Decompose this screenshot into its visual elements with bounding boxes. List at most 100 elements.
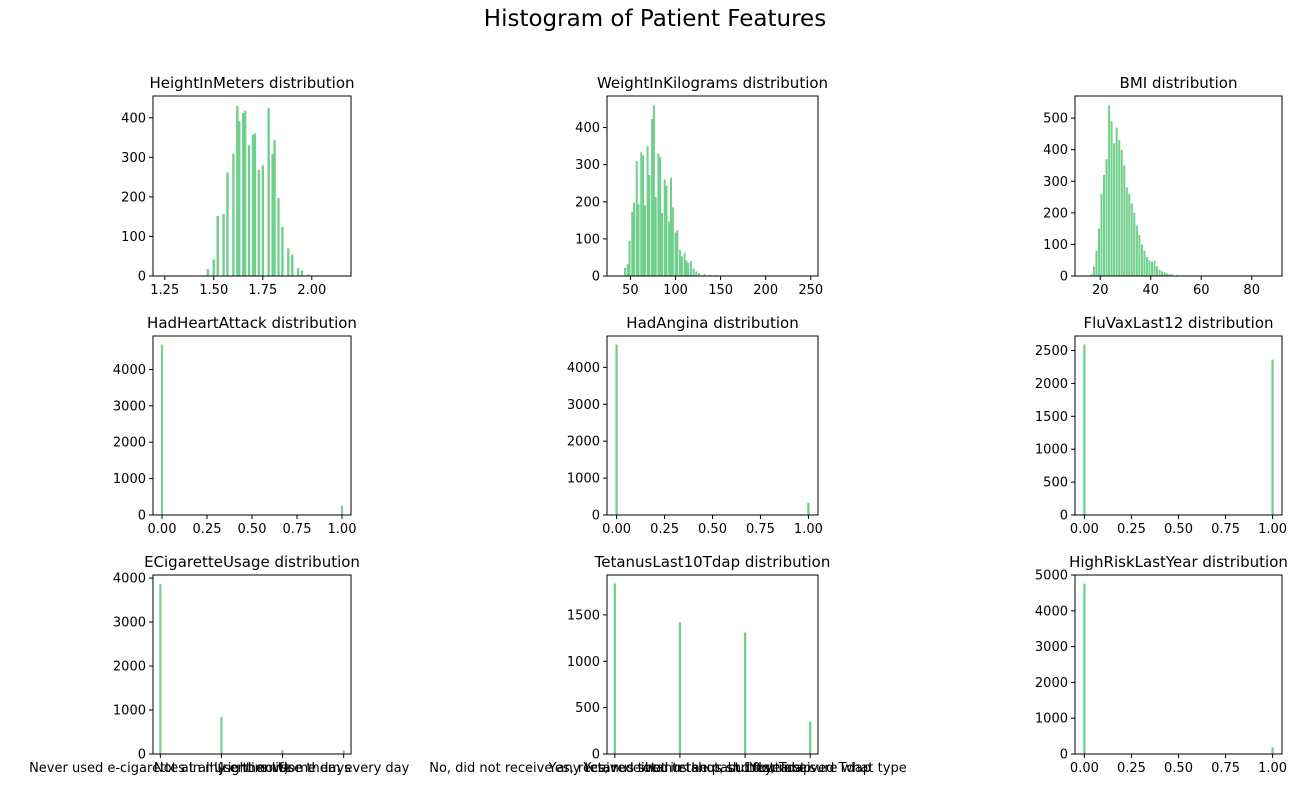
- y-tick-label: 3000: [567, 398, 600, 413]
- x-tick-label: 100: [663, 283, 688, 298]
- histogram-bar: [1128, 193, 1131, 276]
- y-tick-label: 400: [575, 121, 600, 136]
- histogram-bar: [648, 175, 651, 276]
- subplot-2: WeightInKilograms distribution 0 100 200 300…: [575, 74, 828, 298]
- subplot-7: ECigaretteUsage distribution 0 1000 2000 300…: [29, 553, 410, 776]
- axes-frame: [1074, 574, 1283, 755]
- histogram-bar: [661, 212, 664, 276]
- x-tick-label: 1.75: [248, 283, 277, 298]
- histogram-bar: [1271, 747, 1274, 754]
- subplot-3: BMI distribution 0 100 200 300 400 500 20 40 60 80: [1043, 74, 1283, 298]
- y-tick-label: 0: [1060, 509, 1068, 524]
- y-tick-label: 4000: [113, 363, 146, 378]
- x-tick-label: 0.50: [698, 522, 727, 537]
- subplot-9: HighRiskLastYear distribution 0 1000 2000 30…: [1035, 553, 1288, 776]
- y-tick-label: 4000: [1035, 604, 1068, 619]
- histogram-bar: [626, 264, 629, 276]
- histogram-bar: [216, 215, 219, 276]
- histogram-bar: [1156, 266, 1159, 276]
- histogram-bar: [257, 169, 261, 276]
- subplot-title: HadAngina distribution: [626, 314, 798, 332]
- x-tick-label: 80: [1243, 283, 1260, 298]
- x-tick-label: Never used e-cigarettes in my entire lif…: [29, 761, 292, 776]
- y-tick-label: 1500: [567, 608, 600, 623]
- y-tick-label: 0: [592, 270, 600, 285]
- histogram-bar: [271, 154, 274, 276]
- subplot-title: BMI distribution: [1120, 74, 1238, 92]
- histogram-bar: [671, 207, 674, 276]
- y-tick-label: 2500: [1035, 344, 1068, 359]
- axes-frame: [152, 335, 352, 516]
- x-tick-label: 40: [1142, 283, 1159, 298]
- histogram-bar: [342, 750, 345, 754]
- histogram-bar: [697, 273, 700, 276]
- y-tick-label: 5000: [1035, 569, 1068, 584]
- y-tick-label: 1000: [567, 472, 600, 487]
- histogram-bar: [1110, 121, 1113, 277]
- subplot-6: FluVaxLast12 distribution 0 500 1000 1500 200…: [1035, 314, 1287, 537]
- histogram-bar: [631, 211, 634, 276]
- histogram-bar: [679, 250, 682, 276]
- histogram-bar: [657, 153, 660, 276]
- subplot-title: FluVaxLast12 distribution: [1083, 314, 1273, 332]
- histogram-bar: [665, 185, 668, 276]
- histogram-bar: [1163, 272, 1166, 276]
- histogram-bar: [281, 226, 284, 276]
- x-tick-label: 1.00: [1258, 522, 1287, 537]
- histogram-bar: [1153, 260, 1156, 276]
- x-tick-label: 20: [1092, 283, 1109, 298]
- x-tick-label: 0.25: [193, 522, 222, 537]
- axes-frame: [152, 95, 352, 277]
- histogram-bar: [1113, 143, 1116, 276]
- histogram-bar: [1138, 234, 1141, 276]
- subplot-title: HeightInMeters distribution: [149, 74, 354, 92]
- histogram-bar: [637, 204, 640, 276]
- subplot-title: ECigaretteUsage distribution: [144, 553, 360, 571]
- histogram-bar: [1168, 274, 1171, 276]
- y-tick-label: 2000: [567, 435, 600, 450]
- x-tick-label: 0.50: [1164, 522, 1193, 537]
- subplot-4: HadHeartAttack distribution 0 1000 2000 3000…: [113, 314, 357, 537]
- x-tick-label: 200: [753, 283, 778, 298]
- histogram-bar: [1161, 271, 1164, 276]
- histogram-bar: [291, 254, 294, 276]
- subplot-title: HadHeartAttack distribution: [147, 314, 357, 332]
- y-tick-label: 1500: [1035, 410, 1068, 425]
- axes-frame: [152, 574, 352, 755]
- subplot-5: HadAngina distribution 0 1000 2000 3000 4000 0…: [567, 314, 823, 537]
- histogram-bar: [1095, 250, 1098, 276]
- axes-frame: [606, 574, 819, 755]
- y-tick-label: 0: [138, 270, 146, 285]
- histogram-bar: [615, 344, 618, 515]
- axes-frame: [1074, 335, 1283, 516]
- histogram-bar: [306, 274, 310, 276]
- subplot-1: HeightInMeters distribution 0 100 200 300 400…: [121, 74, 354, 298]
- x-tick-label: 150: [708, 283, 733, 298]
- x-tick-label: 50: [622, 283, 639, 298]
- x-tick-label: 1.25: [150, 283, 179, 298]
- y-tick-label: 0: [1060, 748, 1068, 763]
- x-tick-label: Use them some days: [214, 761, 351, 776]
- histogram-bar: [646, 146, 649, 276]
- histogram-bar: [1115, 127, 1118, 276]
- histogram-bar: [624, 267, 627, 276]
- histogram-bar: [628, 240, 631, 276]
- histogram-bar: [668, 221, 671, 276]
- x-tick-label: 0.00: [1070, 522, 1099, 537]
- y-tick-label: 0: [1060, 270, 1068, 285]
- histogram-bar: [1118, 140, 1121, 276]
- histogram-bar: [287, 248, 290, 276]
- histogram-bar: [1148, 260, 1151, 276]
- y-tick-label: 3000: [1035, 640, 1068, 655]
- x-tick-label: 0.25: [1117, 761, 1146, 776]
- histogram-bar: [643, 205, 646, 276]
- histogram-bar: [159, 583, 162, 754]
- x-tick-label: 1.00: [1258, 761, 1287, 776]
- x-tick-label: 60: [1193, 283, 1210, 298]
- x-tick-label: 1.00: [328, 522, 357, 537]
- histogram-bar: [1120, 149, 1123, 276]
- y-tick-label: 2000: [113, 660, 146, 675]
- y-tick-label: 0: [592, 509, 600, 524]
- subplot-title: HighRiskLastYear distribution: [1069, 553, 1288, 571]
- y-tick-label: 400: [121, 111, 146, 126]
